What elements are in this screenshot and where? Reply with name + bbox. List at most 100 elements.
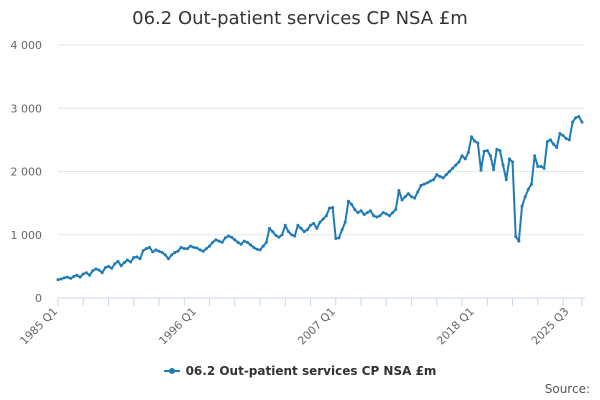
- data-point: [428, 179, 432, 183]
- data-point: [116, 259, 120, 263]
- data-point: [451, 166, 455, 170]
- data-point: [185, 247, 189, 251]
- data-point: [163, 253, 167, 257]
- data-point: [302, 230, 306, 234]
- data-point: [261, 244, 265, 248]
- data-point: [242, 239, 246, 243]
- data-point: [343, 220, 347, 224]
- data-point: [258, 248, 262, 252]
- credits-source[interactable]: Source:: [544, 382, 590, 396]
- data-point: [387, 214, 391, 218]
- data-point: [466, 151, 470, 155]
- data-point: [435, 173, 439, 177]
- data-point: [485, 149, 489, 153]
- data-point: [555, 145, 559, 149]
- data-point: [441, 176, 445, 180]
- data-point: [574, 116, 578, 120]
- data-point: [460, 154, 464, 158]
- data-point: [454, 163, 458, 167]
- data-point: [135, 255, 139, 259]
- data-point: [542, 166, 546, 170]
- legend[interactable]: 06.2 Out-patient services CP NSA £m: [0, 364, 600, 378]
- y-tick-label: 2 000: [11, 166, 43, 179]
- x-tick-label: 1996 Q1: [156, 305, 199, 348]
- data-point: [296, 223, 300, 227]
- data-point: [318, 220, 322, 224]
- data-point: [274, 233, 278, 237]
- data-point: [520, 204, 524, 208]
- data-point: [391, 211, 395, 215]
- data-point: [365, 211, 369, 215]
- data-point: [113, 262, 117, 266]
- y-tick-label: 0: [35, 292, 42, 305]
- x-axis: [57, 297, 585, 306]
- data-point: [226, 234, 230, 238]
- data-point: [309, 223, 313, 227]
- data-point: [511, 160, 515, 164]
- data-point: [204, 247, 208, 251]
- data-point: [526, 187, 530, 191]
- data-point: [416, 190, 420, 194]
- data-point: [78, 275, 82, 279]
- data-point: [81, 272, 85, 276]
- data-point: [65, 275, 69, 279]
- data-point: [69, 276, 73, 280]
- data-point: [315, 226, 319, 230]
- data-point: [84, 271, 88, 275]
- data-point: [195, 246, 199, 250]
- data-point: [400, 198, 404, 202]
- data-point: [327, 206, 331, 210]
- y-tick-label: 4 000: [11, 39, 43, 52]
- data-point: [362, 213, 366, 217]
- data-point: [236, 240, 240, 244]
- series-line: [57, 115, 583, 281]
- data-point: [129, 260, 133, 264]
- data-point: [189, 244, 193, 248]
- data-point: [107, 264, 111, 268]
- data-point: [122, 261, 126, 265]
- data-point: [419, 183, 423, 187]
- data-point: [62, 276, 66, 280]
- data-point: [91, 269, 95, 273]
- data-point: [536, 164, 540, 168]
- data-point: [372, 214, 376, 218]
- series-group: [56, 114, 584, 282]
- data-point: [286, 230, 290, 234]
- data-point: [103, 266, 107, 270]
- data-point: [406, 192, 410, 196]
- data-point: [580, 120, 584, 124]
- data-point: [552, 142, 556, 146]
- y-tick-label: 1 000: [11, 229, 43, 242]
- data-point: [340, 228, 344, 232]
- data-point: [425, 181, 429, 185]
- data-point: [321, 217, 325, 221]
- data-point: [507, 157, 511, 161]
- data-point: [267, 226, 271, 230]
- data-point: [447, 170, 451, 173]
- data-point: [346, 199, 350, 203]
- data-point: [280, 233, 284, 237]
- data-point: [463, 157, 467, 161]
- data-point: [394, 207, 398, 211]
- data-point: [548, 138, 552, 142]
- data-point: [564, 137, 568, 141]
- data-point: [410, 195, 414, 199]
- data-point: [166, 257, 170, 261]
- data-point: [97, 268, 101, 272]
- data-point: [271, 230, 275, 234]
- data-point: [170, 253, 174, 257]
- data-point: [369, 209, 373, 213]
- data-point: [293, 234, 297, 238]
- data-point: [422, 182, 426, 186]
- data-point: [381, 211, 385, 215]
- data-point: [290, 233, 294, 237]
- data-point: [482, 149, 486, 153]
- data-point: [125, 258, 129, 262]
- data-point: [498, 149, 502, 153]
- y-axis-labels: 0 1 000 2 000 3 000 4 000: [11, 39, 43, 305]
- legend-label[interactable]: 06.2 Out-patient services CP NSA £m: [185, 364, 437, 378]
- data-point: [173, 250, 177, 254]
- data-point: [56, 278, 60, 282]
- data-point: [208, 244, 212, 248]
